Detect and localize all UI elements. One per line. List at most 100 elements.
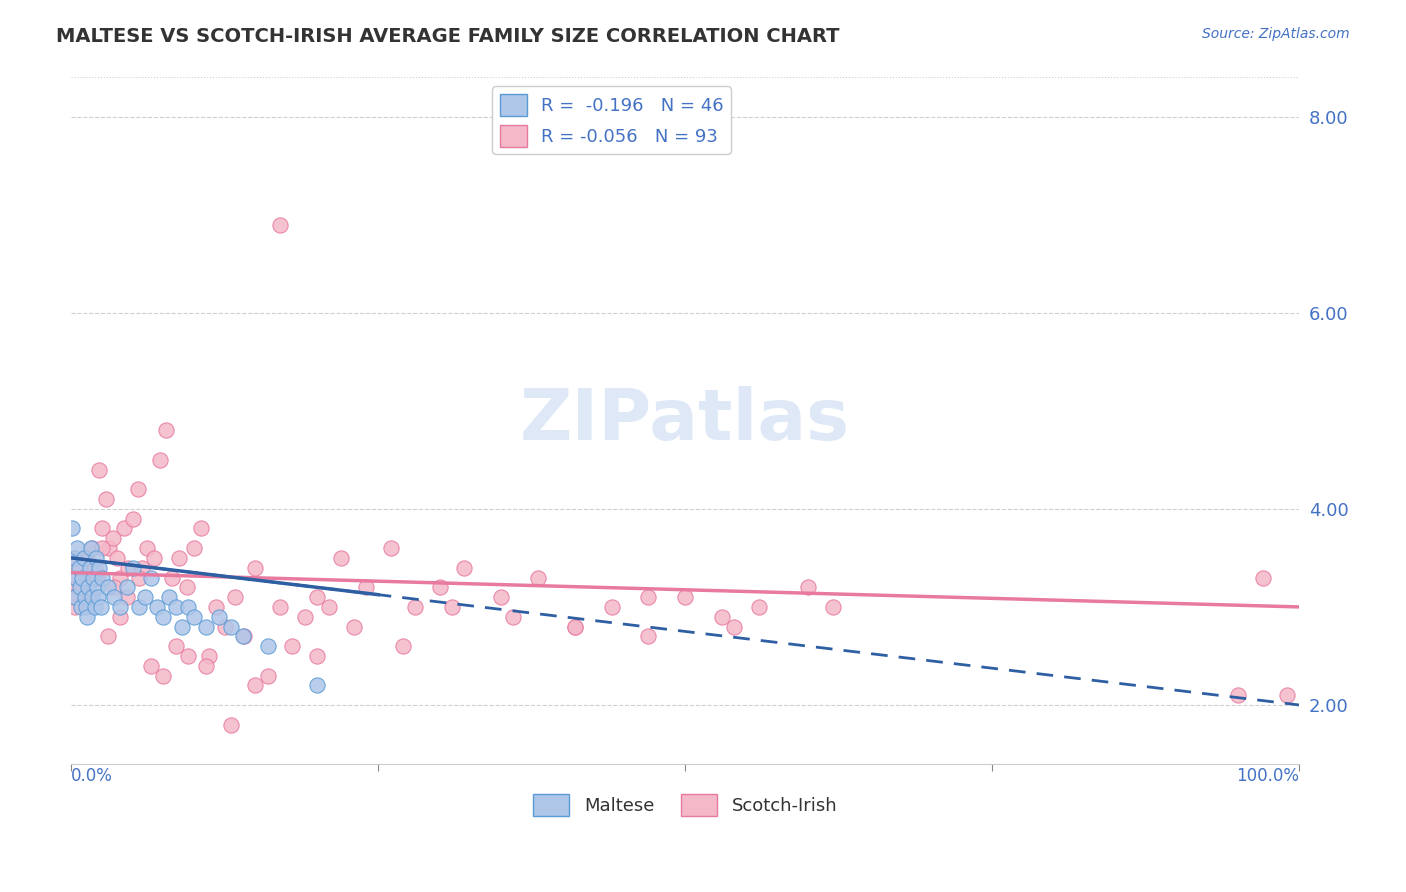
- Point: [637, 590, 659, 604]
- Point: [73, 590, 96, 604]
- Point: [77, 580, 100, 594]
- Point: [63, 599, 86, 614]
- Point: [233, 629, 256, 643]
- Point: [139, 570, 162, 584]
- Point: [72, 570, 94, 584]
- Point: [79, 560, 101, 574]
- Point: [121, 560, 143, 574]
- Point: [177, 599, 200, 614]
- Point: [75, 550, 97, 565]
- Point: [115, 590, 138, 604]
- Point: [103, 580, 125, 594]
- Point: [256, 668, 278, 682]
- Point: [152, 609, 174, 624]
- Point: [121, 511, 143, 525]
- Point: [105, 550, 128, 565]
- Point: [67, 560, 90, 574]
- Point: [91, 570, 114, 584]
- Point: [564, 619, 586, 633]
- Point: [564, 619, 586, 633]
- Point: [70, 580, 93, 594]
- Point: [62, 521, 84, 535]
- Text: Source: ZipAtlas.com: Source: ZipAtlas.com: [1202, 27, 1350, 41]
- Point: [117, 560, 139, 574]
- Point: [1226, 688, 1249, 702]
- Point: [165, 639, 187, 653]
- Point: [62, 550, 84, 565]
- Point: [91, 521, 114, 535]
- Point: [176, 580, 198, 594]
- Point: [170, 619, 193, 633]
- Point: [73, 570, 96, 584]
- Point: [86, 570, 108, 584]
- Point: [177, 648, 200, 663]
- Point: [66, 541, 89, 555]
- Point: [62, 590, 84, 604]
- Point: [256, 639, 278, 653]
- Point: [70, 599, 93, 614]
- Point: [110, 609, 132, 624]
- Point: [75, 599, 97, 614]
- Point: [305, 678, 328, 692]
- Point: [748, 599, 770, 614]
- Point: [63, 590, 86, 604]
- Point: [110, 570, 132, 584]
- Point: [62, 550, 84, 565]
- Point: [115, 580, 138, 594]
- Text: 100.0%: 100.0%: [1236, 767, 1299, 786]
- Text: ZIPatlas: ZIPatlas: [520, 386, 851, 455]
- Point: [84, 570, 107, 584]
- Point: [112, 521, 135, 535]
- Point: [183, 609, 205, 624]
- Point: [86, 580, 108, 594]
- Point: [305, 648, 328, 663]
- Point: [160, 570, 183, 584]
- Point: [294, 609, 316, 624]
- Point: [131, 560, 153, 574]
- Point: [80, 590, 103, 604]
- Point: [83, 599, 105, 614]
- Point: [440, 599, 463, 614]
- Point: [89, 560, 111, 574]
- Text: MALTESE VS SCOTCH-IRISH AVERAGE FAMILY SIZE CORRELATION CHART: MALTESE VS SCOTCH-IRISH AVERAGE FAMILY S…: [56, 27, 839, 45]
- Legend: Maltese, Scotch-Irish: Maltese, Scotch-Irish: [526, 787, 845, 823]
- Point: [89, 463, 111, 477]
- Point: [673, 590, 696, 604]
- Point: [165, 599, 187, 614]
- Text: 0.0%: 0.0%: [72, 767, 112, 786]
- Point: [305, 590, 328, 604]
- Point: [489, 590, 512, 604]
- Point: [87, 590, 110, 604]
- Point: [72, 599, 94, 614]
- Point: [1251, 570, 1274, 584]
- Point: [128, 570, 150, 584]
- Point: [97, 580, 120, 594]
- Point: [380, 541, 402, 555]
- Point: [94, 492, 117, 507]
- Point: [110, 599, 132, 614]
- Point: [134, 590, 156, 604]
- Point: [205, 599, 228, 614]
- Point: [392, 639, 415, 653]
- Point: [76, 609, 98, 624]
- Point: [711, 609, 734, 624]
- Point: [79, 590, 101, 604]
- Point: [637, 629, 659, 643]
- Point: [183, 541, 205, 555]
- Point: [404, 599, 426, 614]
- Point: [453, 560, 475, 574]
- Point: [330, 550, 353, 565]
- Point: [527, 570, 550, 584]
- Point: [214, 619, 236, 633]
- Point: [76, 550, 98, 565]
- Point: [142, 550, 165, 565]
- Point: [169, 550, 191, 565]
- Point: [66, 580, 89, 594]
- Point: [195, 619, 218, 633]
- Point: [195, 658, 218, 673]
- Point: [797, 580, 820, 594]
- Point: [149, 453, 172, 467]
- Point: [136, 541, 159, 555]
- Point: [1275, 688, 1298, 702]
- Point: [343, 619, 366, 633]
